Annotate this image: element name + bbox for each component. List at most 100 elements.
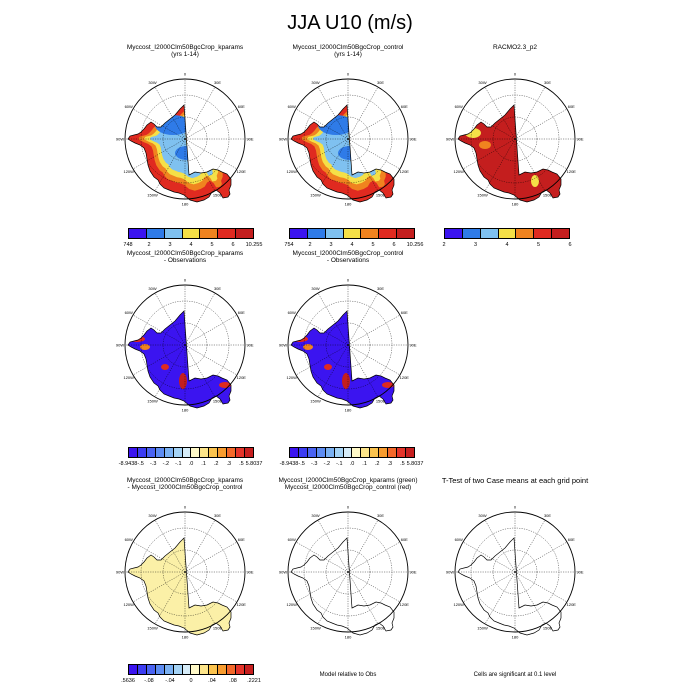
colorbar-cell	[191, 448, 201, 457]
longitude-label: 60W	[125, 537, 133, 542]
longitude-label: 150W	[310, 626, 321, 631]
longitude-label: 150E	[543, 626, 553, 631]
longitude-label: 60E	[238, 104, 245, 109]
colorbar-cell	[379, 229, 398, 238]
colorbar-tick-label: .3	[226, 461, 232, 467]
longitude-label: 150W	[147, 399, 158, 404]
longitude-label: 30E	[377, 80, 384, 85]
colorbar-cell	[307, 448, 317, 457]
longitude-label: 150W	[310, 399, 321, 404]
colorbar-tick-label: .08	[229, 678, 237, 684]
polar-map-4: 0 30E 60E 90E 120E 150E 180 150W 120W 90W 60W 30W	[279, 277, 417, 412]
colorbar-tick-label: 0	[189, 678, 193, 684]
colorbar-tick-label: -.1	[175, 461, 182, 467]
longitude-label: 180	[345, 201, 352, 206]
panel-title-line1: T-Test of two Case means at each grid po…	[441, 476, 589, 485]
longitude-label: 180	[345, 407, 352, 412]
longitude-label: 120W	[286, 602, 297, 607]
longitude-label: 90W	[279, 136, 287, 141]
colorbar-cell	[388, 448, 398, 457]
longitude-label: 150E	[213, 399, 223, 404]
colorbar-cell	[129, 229, 147, 238]
longitude-label: 90W	[116, 569, 124, 574]
colorbar-tick-label: 6	[392, 242, 396, 248]
polar-map-6: 0 30E 60E 90E 120E 150E 180 150W 120W 90W 60W 30W	[279, 504, 417, 639]
panel-title: Myccost_I2000Clm50BgcCrop_kparams (yrs 1-…	[90, 44, 280, 58]
colorbar-cell	[155, 448, 165, 457]
longitude-label: 0	[514, 504, 517, 509]
longitude-label: 60E	[238, 537, 245, 542]
longitude-label: 60W	[125, 104, 133, 109]
colorbar-cell	[200, 229, 219, 238]
colorbar-cell	[307, 229, 326, 238]
colorbar-cell	[397, 448, 406, 457]
colorbar-cell	[236, 665, 245, 674]
panel-title-line2: - Myccost_I2000Clm50BgcCrop_control	[127, 484, 243, 491]
colorbar-cell	[480, 229, 499, 238]
longitude-label: 90E	[576, 136, 583, 141]
longitude-label: 120W	[123, 169, 134, 174]
panel-title-line1: RACMO2.3_p2	[492, 44, 538, 51]
longitude-label: 150W	[147, 193, 158, 198]
colorbar-tick-label: .5	[239, 461, 244, 467]
colorbar-diff	[128, 664, 254, 675]
colorbar-tick-label: 3	[473, 242, 478, 248]
colorbar-tick-label: .2221	[247, 678, 261, 684]
colorbar-tick-label: 10.256	[406, 242, 424, 248]
longitude-label: 150E	[376, 193, 386, 198]
longitude-label: 0	[347, 504, 350, 509]
colorbar-cell	[236, 448, 245, 457]
colorbar-tick-label: 5	[371, 242, 375, 248]
colorbar-control	[289, 228, 415, 239]
colorbar-bias-control	[289, 447, 415, 458]
colorbar-cell	[462, 229, 481, 238]
colorbar-cell	[298, 448, 308, 457]
panel-title: Myccost_I2000Clm50BgcCrop_control - Obser…	[253, 250, 443, 264]
longitude-label: 150E	[376, 399, 386, 404]
panel-title-line2: - Observations	[326, 257, 370, 264]
panel-title-line1: Myccost_I2000Clm50BgcCrop_kparams	[126, 44, 244, 51]
longitude-label: 90W	[279, 342, 287, 347]
longitude-label: 60E	[401, 310, 408, 315]
colorbar-tick-label: -.08	[144, 678, 154, 684]
panel-title-line1: Myccost_I2000Clm50BgcCrop_kparams	[126, 250, 244, 257]
colorbar-tick-label: 4	[505, 242, 509, 248]
longitude-label: 120E	[400, 375, 410, 380]
panel-title-line2: Myccost_I2000Clm50BgcCrop_control (red)	[284, 484, 412, 491]
panel-kparams: Myccost_I2000Clm50BgcCrop_kparams (yrs 1-…	[110, 44, 260, 214]
longitude-label: 30E	[377, 513, 384, 518]
colorbar-cell	[218, 448, 228, 457]
colorbar-tick-label: -.5	[137, 461, 144, 467]
longitude-label: 30E	[214, 286, 221, 291]
panel-title: Myccost_I2000Clm50BgcCrop_kparams - Obser…	[90, 250, 280, 264]
colorbar-tick-label: -.04	[165, 678, 175, 684]
colorbar-cell	[244, 665, 253, 674]
colorbar-cell	[182, 229, 201, 238]
colorbar-cell	[361, 448, 371, 457]
panel-title-line2: - Observations	[163, 257, 207, 264]
longitude-label: 120E	[400, 602, 410, 607]
colorbar-cell	[129, 448, 138, 457]
longitude-label: 30W	[478, 80, 486, 85]
colorbar-tick-label: -.3	[149, 461, 157, 467]
colorbar-cell	[244, 448, 253, 457]
longitude-label: 60W	[125, 310, 133, 315]
colorbar-cell	[164, 229, 183, 238]
colorbar-cell	[129, 665, 138, 674]
colorbar-tick-label: .5	[400, 461, 405, 467]
longitude-label: 150E	[213, 626, 223, 631]
colorbar-cell	[405, 448, 414, 457]
colorbar-cell	[164, 665, 174, 674]
longitude-label: 120E	[567, 602, 577, 607]
longitude-label: 120W	[286, 169, 297, 174]
colorbar-tick-label: 2	[147, 242, 151, 248]
colorbar-bias-kparams	[128, 447, 254, 458]
colorbar-cell	[290, 448, 299, 457]
colorbar-tick-label: 10.255	[245, 242, 263, 248]
longitude-label: 120W	[453, 602, 464, 607]
polar-map-2: 0 30E 60E 90E 120E 150E 180 150W 120W 90W 60W 30W	[446, 71, 584, 206]
longitude-label: 30W	[148, 513, 156, 518]
panel-title: T-Test of two Case means at each grid po…	[420, 477, 610, 485]
colorbar-tick-label: 5	[536, 242, 541, 248]
longitude-label: 30W	[148, 80, 156, 85]
